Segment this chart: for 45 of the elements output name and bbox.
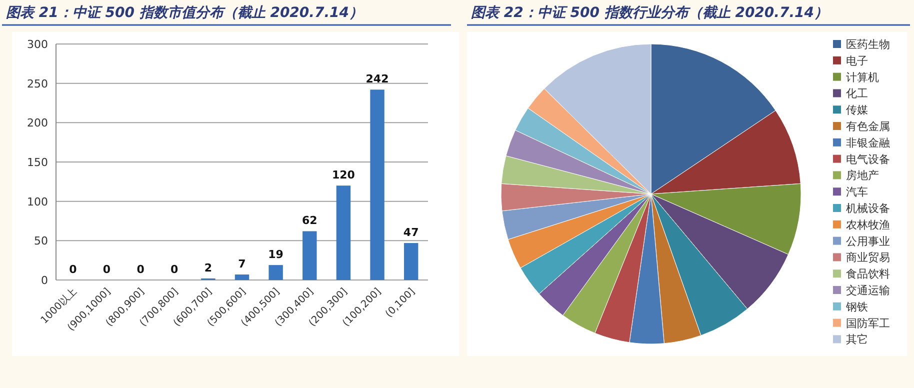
legend-label: 农林牧渔 (846, 218, 890, 232)
legend-label: 医药生物 (846, 38, 890, 51)
bar (404, 243, 418, 280)
data-label: 242 (366, 72, 389, 86)
legend-label: 计算机 (846, 70, 879, 84)
legend-label: 公用事业 (846, 234, 890, 248)
y-tick-label: 300 (27, 38, 48, 51)
title: 图表 21：中证 500 指数市值分布（截止 2020.7.14） (6, 5, 364, 21)
legend-label: 电子 (846, 54, 868, 68)
data-label: 19 (268, 248, 284, 262)
legend-label: 传媒 (846, 104, 868, 117)
bar (268, 265, 283, 280)
y-tick-label: 0 (41, 274, 48, 287)
legend-label: 钢铁 (845, 300, 868, 314)
data-label: 0 (69, 263, 78, 276)
bar (336, 186, 351, 280)
data-label: 120 (332, 168, 356, 182)
legend-label: 房地产 (846, 169, 879, 182)
legend-label: 电气设备 (846, 152, 890, 166)
y-tick-label: 100 (27, 195, 48, 208)
legend-label: 非银金融 (846, 136, 890, 150)
data-label: 7 (238, 257, 246, 270)
data-label: 0 (102, 263, 111, 276)
bar (370, 90, 384, 280)
data-label: 2 (204, 261, 212, 274)
legend-label: 化工 (846, 87, 868, 100)
y-tick-label: 200 (27, 116, 48, 130)
y-tick-label: 50 (34, 234, 48, 248)
data-label: 0 (170, 263, 179, 276)
legend-label: 汽车 (846, 186, 868, 199)
data-label: 47 (403, 226, 419, 240)
data-label: 0 (136, 263, 145, 276)
legend-label: 食品饮料 (846, 268, 890, 281)
legend-label: 有色金属 (846, 120, 890, 133)
bar (234, 274, 250, 280)
legend-label: 其它 (846, 333, 868, 346)
bar (302, 231, 317, 280)
legend-label: 商业贸易 (846, 251, 890, 264)
y-tick-label: 150 (27, 156, 48, 169)
y-tick-label: 250 (27, 77, 48, 90)
title: 图表 22：中证 500 指数行业分布（截止 2020.7.14） (471, 5, 828, 21)
data-label: 62 (302, 214, 318, 228)
legend-label: 交通运输 (846, 284, 890, 297)
legend-label: 机械设备 (846, 202, 890, 215)
legend-label: 国防军工 (846, 316, 890, 330)
